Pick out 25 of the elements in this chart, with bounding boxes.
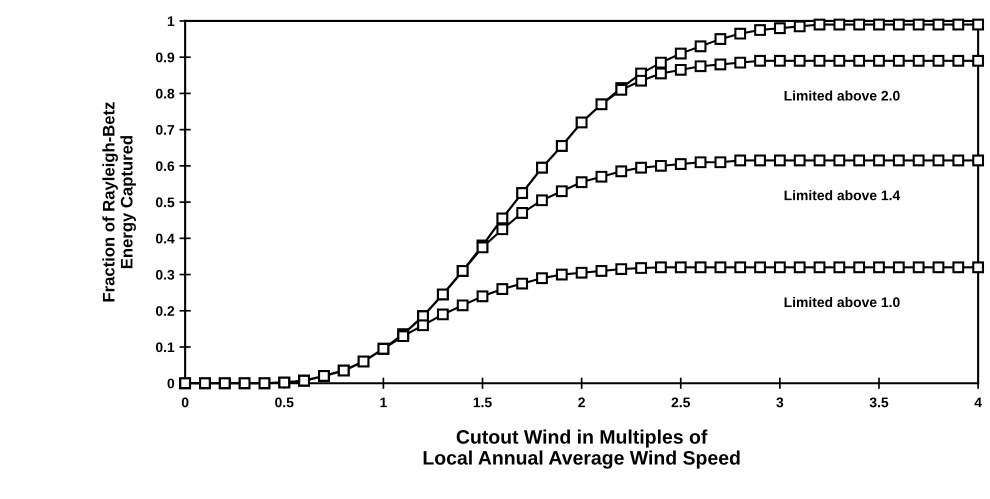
- y-axis-title: Fraction of Rayleigh-Betz Energy Captured: [102, 102, 136, 302]
- x-tick-label: 1.5: [474, 398, 492, 408]
- x-tick-label: 3.5: [870, 397, 888, 408]
- y-tick-label: 0.8: [156, 88, 174, 99]
- series-label: Limited above 2.0: [784, 90, 900, 101]
- y-tick-label: 0.7: [156, 124, 174, 135]
- y-tick-label: 0.2: [156, 306, 174, 316]
- x-tick-label: 4: [974, 398, 982, 408]
- y-tick-label: 0.9: [156, 52, 174, 62]
- x-tick-label: 2.5: [672, 397, 690, 408]
- x-tick-label: 1: [380, 398, 387, 408]
- series-label: Limited above 1.0: [784, 296, 900, 308]
- x-tick-label: 3: [776, 397, 784, 408]
- x-axis-title: Cutout Wind in Multiples of Local Annual Average Wind Speed: [424, 430, 740, 469]
- y-tick-label: 0.3: [156, 270, 174, 280]
- series-label: Limited above 1.4: [784, 190, 900, 200]
- y-tick-label: 0.5: [156, 197, 174, 208]
- x-tick-label: 0.5: [275, 397, 294, 408]
- x-tick-label: 0: [182, 397, 188, 408]
- y-tick-label: 0.6: [156, 161, 174, 172]
- y-tick-label: 1: [168, 16, 174, 26]
- x-tick-label: 2: [578, 397, 585, 408]
- y-tick-label: 0: [168, 378, 174, 388]
- y-tick-label: 0.4: [156, 234, 175, 244]
- y-tick-label: 0.1: [156, 342, 174, 352]
